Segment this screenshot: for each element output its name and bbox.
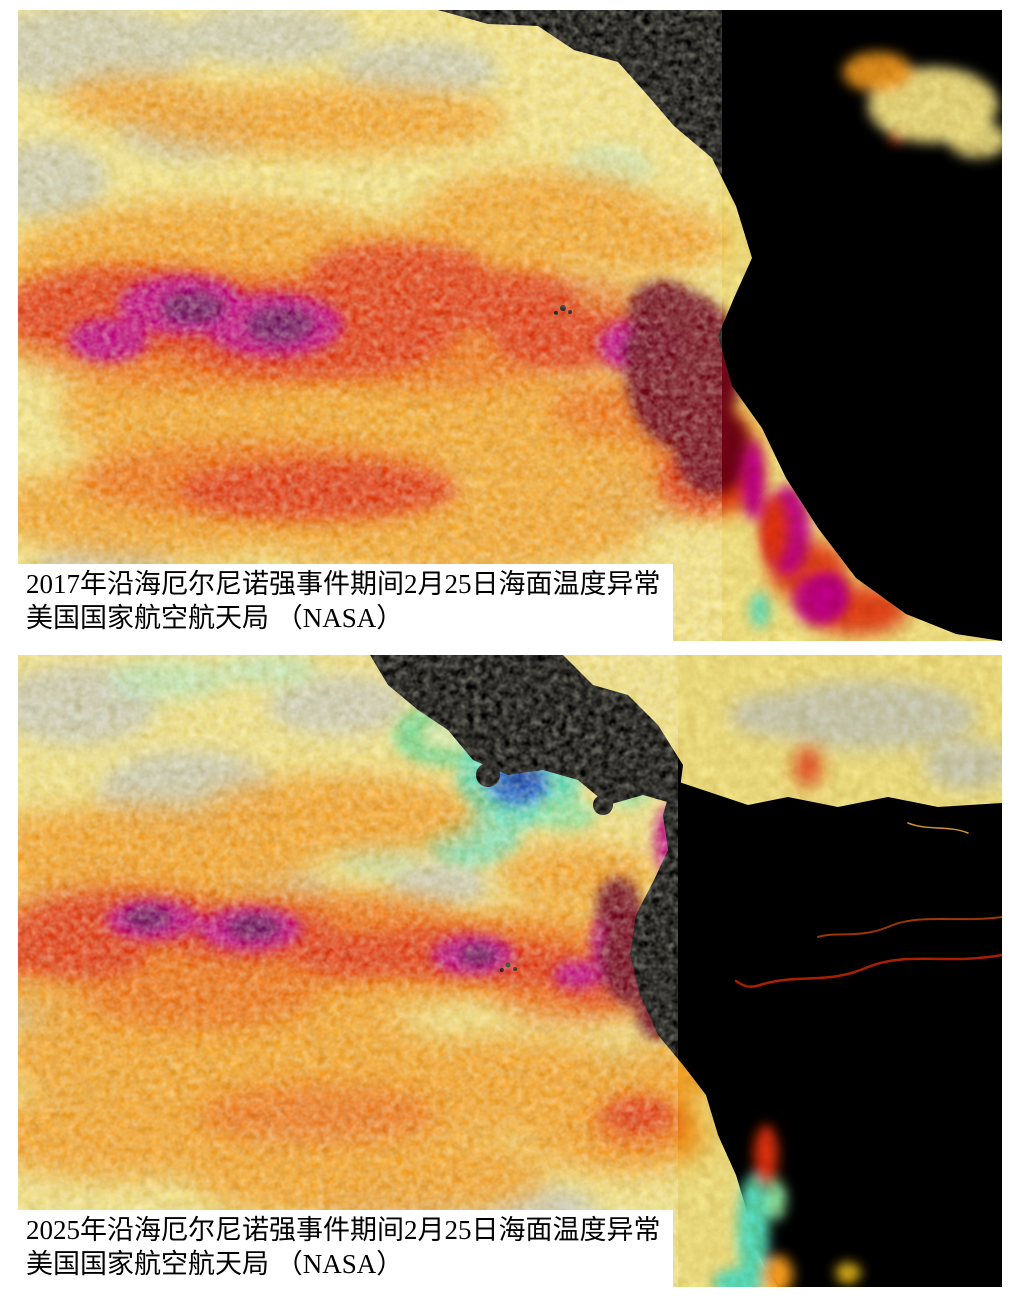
caption-2025-line1: 2025年沿海厄尔尼诺强事件期间2月25日海面温度异常 — [26, 1215, 661, 1245]
noise-texture-light — [18, 10, 658, 641]
sst-anomaly-map-2017 — [18, 10, 1002, 641]
caption-2017: 2017年沿海厄尔尼诺强事件期间2月25日海面温度异常 美国国家航空航天局 （N… — [18, 564, 673, 641]
panel-2017: 2017年沿海厄尔尼诺强事件期间2月25日海面温度异常 美国国家航空航天局 （N… — [18, 10, 1002, 641]
caption-2025-line2: 美国国家航空航天局 （NASA） — [26, 1249, 404, 1279]
caption-2017-line1: 2017年沿海厄尔尼诺强事件期间2月25日海面温度异常 — [26, 569, 661, 599]
sst-anomaly-map-2025 — [18, 655, 1002, 1287]
caption-2025: 2025年沿海厄尔尼诺强事件期间2月25日海面温度异常 美国国家航空航天局 （N… — [18, 1210, 673, 1287]
panel-2025: 2025年沿海厄尔尼诺强事件期间2月25日海面温度异常 美国国家航空航天局 （N… — [18, 655, 1002, 1287]
caption-2017-line2: 美国国家航空航天局 （NASA） — [26, 603, 404, 633]
noise-texture-light — [18, 655, 618, 1287]
